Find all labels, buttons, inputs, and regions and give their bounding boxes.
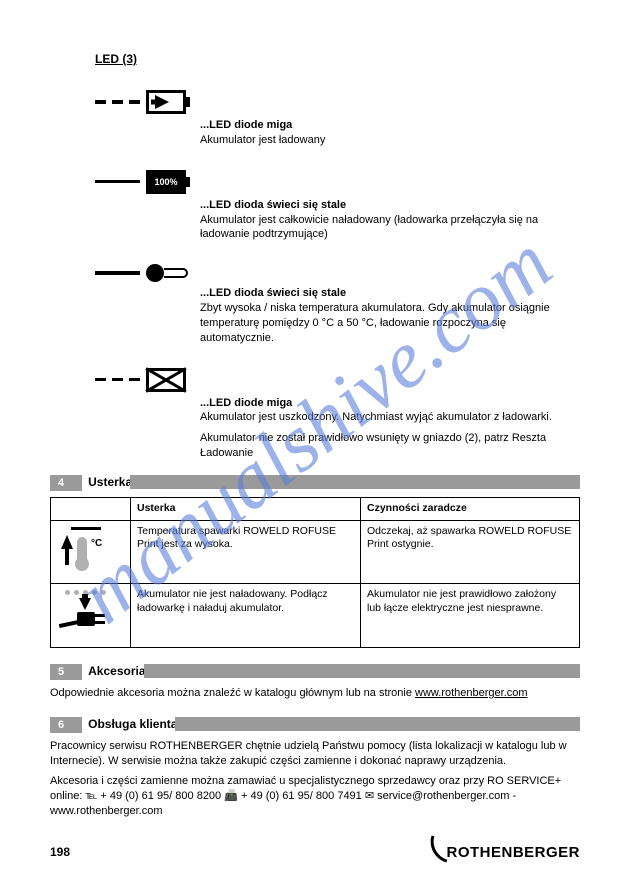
led-text-1a: ...LED diode miga (200, 118, 580, 133)
section5-text: Odpowiednie akcesoria można znaleźć w ka… (50, 686, 580, 701)
led-pattern-solid-2 (95, 264, 195, 282)
led-section-title: LED (3) (95, 50, 580, 68)
led-note: Akumulator nie został prawidłowo wsunięt… (200, 431, 580, 461)
thermometer-icon (146, 264, 188, 282)
phone-number: + 49 (0) 61 95/ 800 8200 (100, 790, 221, 802)
section5-title: Akcesoria (88, 664, 145, 678)
led-pattern-solid-1: 100% (95, 170, 195, 194)
fault-icon-temp: °C (51, 520, 131, 584)
remedy-text-2: Akumulator nie jest prawidłowo założony … (361, 584, 580, 648)
remedy-text-1: Odczekaj, aż spawarka ROWELD ROFUSE Prin… (361, 520, 580, 584)
led-row-2: 100% (95, 170, 580, 194)
plug-in-icon (57, 588, 113, 638)
led-desc-4: ...LED diode miga Akumulator jest uszkod… (200, 396, 580, 461)
fault-text-1: Temperatura spawarki ROWELD ROFUSE Print… (131, 520, 361, 584)
title-led3: LED (3) (95, 52, 137, 66)
email-address: service@rothenberger.com (377, 790, 509, 802)
th-remedy: Czynności zaradcze (361, 497, 580, 520)
fax-number: + 49 (0) 61 95/ 800 7491 (241, 790, 362, 802)
table-row: Akumulator nie jest naładowany. Podłącz … (51, 584, 580, 648)
led-text-1b: Akumulator jest ładowany (200, 133, 580, 148)
th-icon (51, 497, 131, 520)
fault-table: Usterka Czynności zaradcze °C Temperatur… (50, 497, 580, 648)
section6-header: 6 Obsługa klienta (50, 717, 580, 733)
led-text-3a: ...LED dioda świeci się stale (200, 286, 580, 301)
temp-up-icon: °C (57, 525, 107, 575)
section4-header: 4 Usterka (50, 475, 580, 491)
page-number: 198 (50, 845, 70, 859)
led-pattern-blink-1 (95, 90, 195, 114)
section6-p1: Pracownicy serwisu ROTHENBERGER chętnie … (50, 739, 580, 769)
led-desc-3: ...LED dioda świeci się stale Zbyt wysok… (200, 286, 580, 345)
led-text-4b: Akumulator jest uszkodzony. Natychmiast … (200, 410, 580, 425)
battery-fault-icon (146, 368, 186, 392)
led-row-1 (95, 90, 580, 114)
section4-num: 4 (50, 475, 82, 491)
fault-icon-plug (51, 584, 131, 648)
fault-text-2: Akumulator nie jest naładowany. Podłącz … (131, 584, 361, 648)
led-text-2b: Akumulator jest całkowicie naładowany (ł… (200, 213, 580, 243)
phone-icon: ℡ (85, 790, 97, 802)
section6-p2: Akcesoria i części zamienne można zamawi… (50, 774, 580, 819)
led-desc-2: ...LED dioda świeci się stale Akumulator… (200, 198, 580, 243)
led-row-3 (95, 264, 580, 282)
table-header-row: Usterka Czynności zaradcze (51, 497, 580, 520)
table-row: °C Temperatura spawarki ROWELD ROFUSE Pr… (51, 520, 580, 584)
led-row-4 (95, 368, 580, 392)
section5-header: 5 Akcesoria (50, 664, 580, 680)
battery-full-icon: 100% (146, 170, 186, 194)
page-footer: 198 ROTHENBERGER (50, 841, 580, 863)
email-icon: ✉ (365, 790, 374, 802)
section4-title: Usterka (88, 475, 132, 489)
brand-logo: ROTHENBERGER (428, 841, 580, 863)
led-text-4a: ...LED diode miga (200, 396, 580, 411)
led-desc-1: ...LED diode miga Akumulator jest ładowa… (200, 118, 580, 148)
section6-num: 6 (50, 717, 82, 733)
led-text-3b: Zbyt wysoka / niska temperatura akumulat… (200, 301, 580, 346)
fax-icon: 📠 (224, 790, 238, 802)
th-fault: Usterka (131, 497, 361, 520)
section6-title: Obsługa klienta (88, 717, 177, 731)
section5-num: 5 (50, 664, 82, 680)
led-text-2a: ...LED dioda świeci się stale (200, 198, 580, 213)
led-pattern-blink-2 (95, 368, 195, 392)
accessories-link[interactable]: www.rothenberger.com (415, 687, 528, 699)
battery-charging-icon (146, 90, 186, 114)
